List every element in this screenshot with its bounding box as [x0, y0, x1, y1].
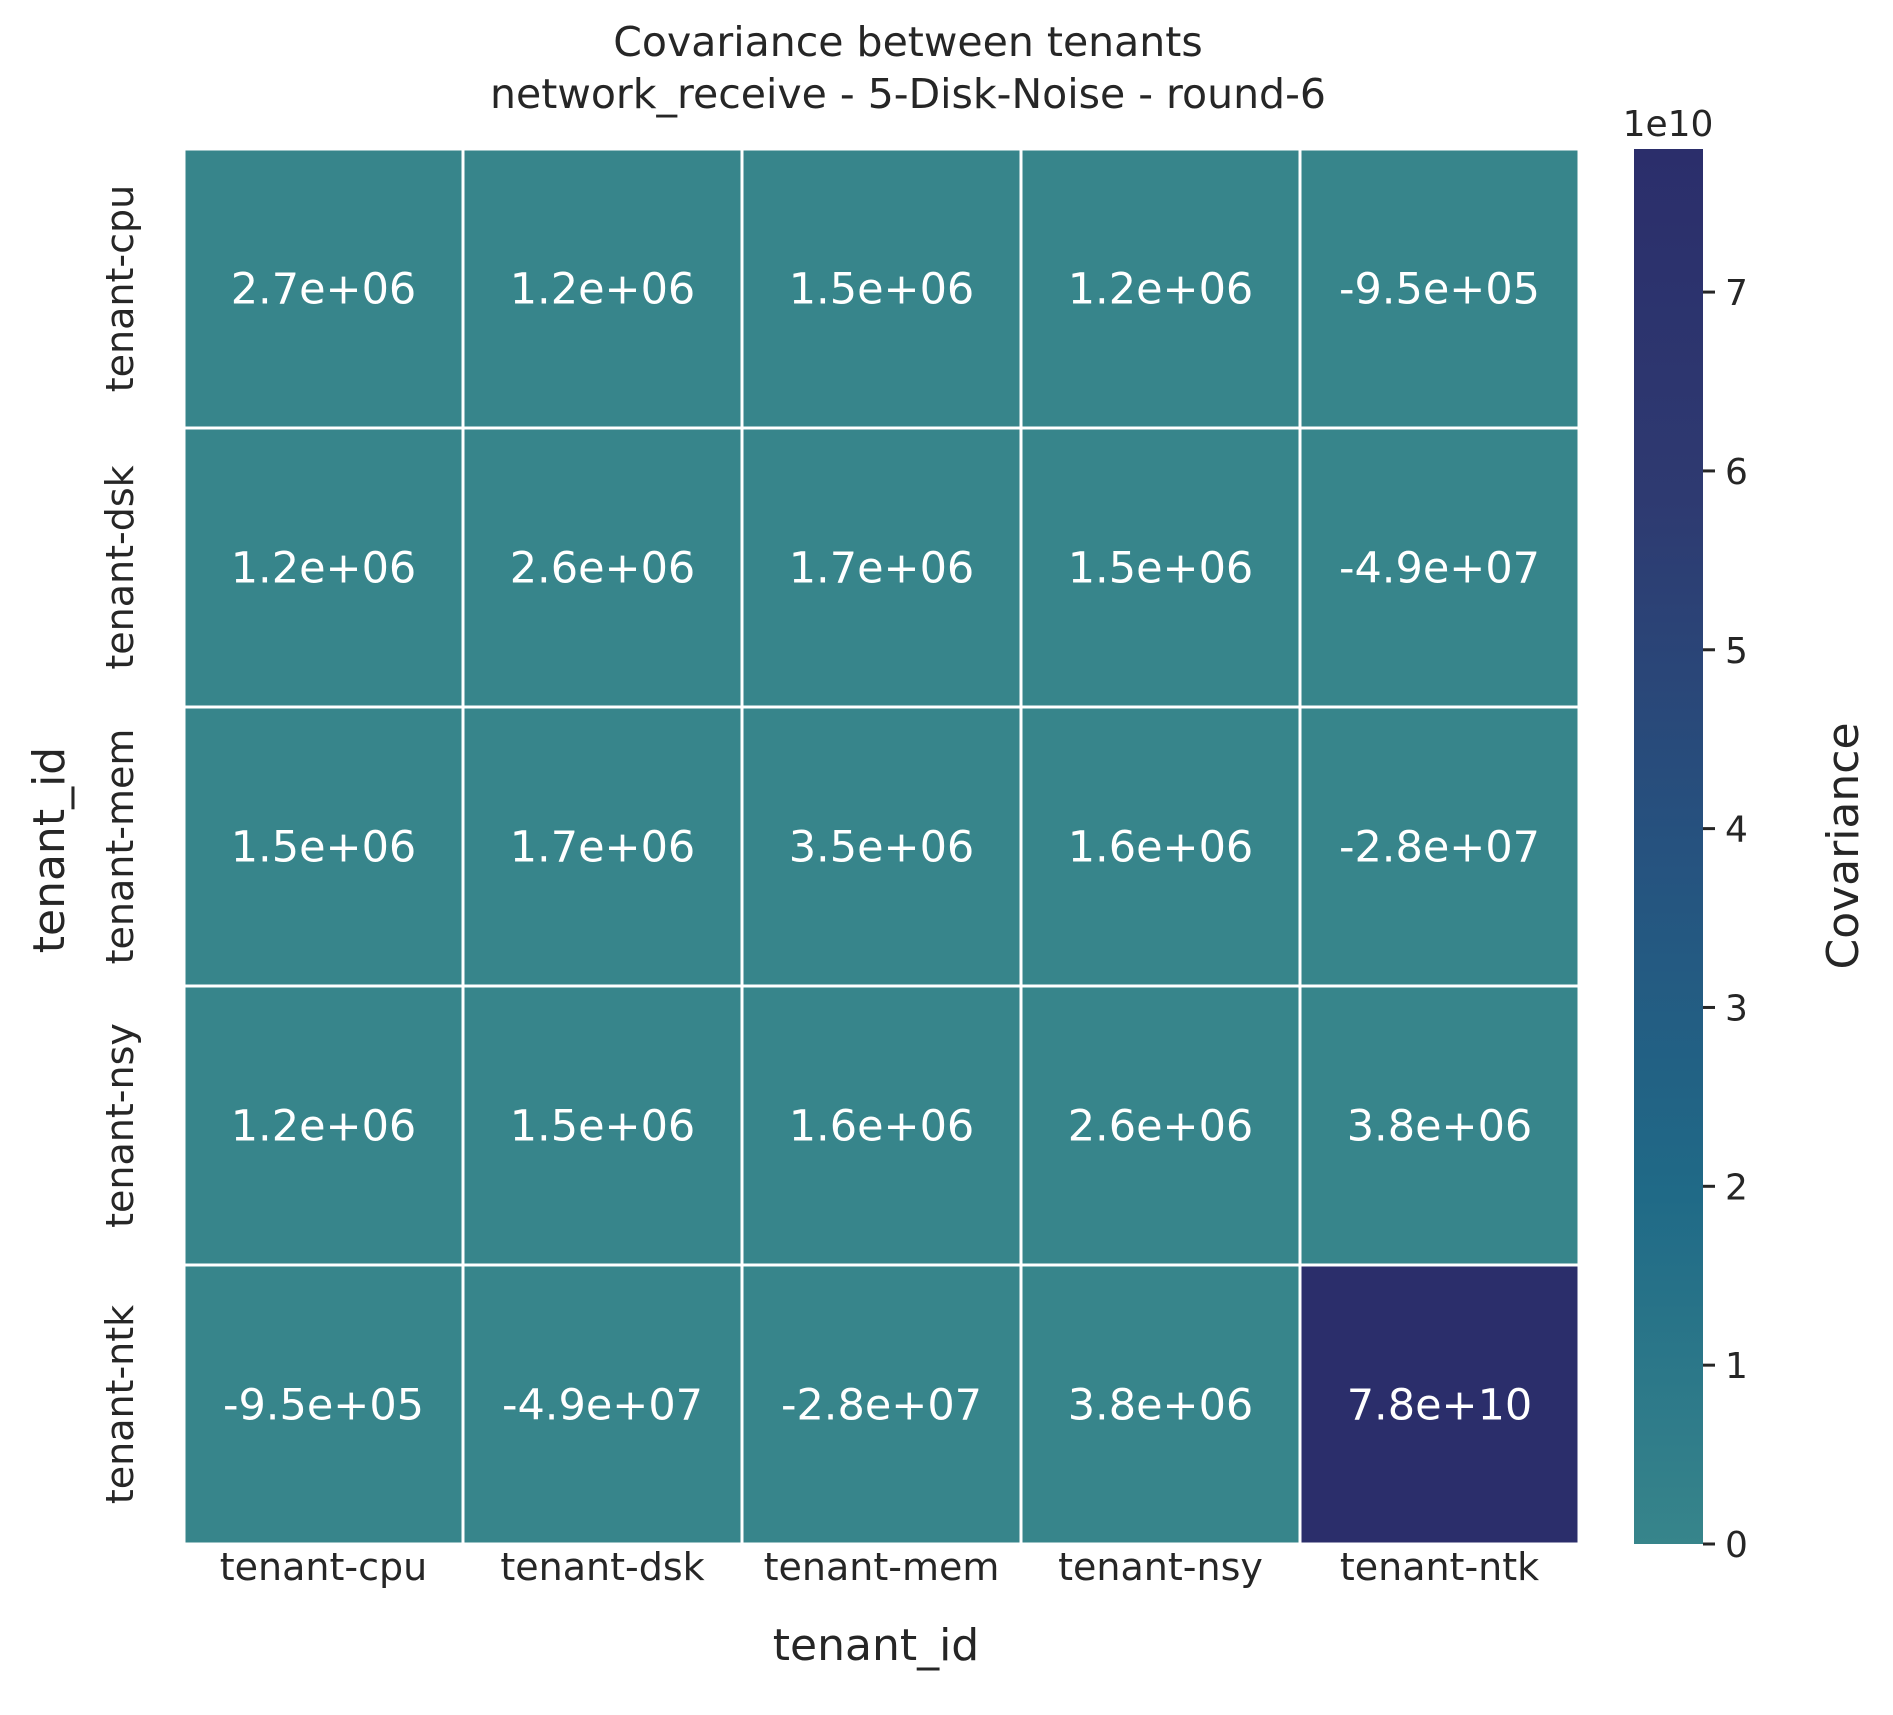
cell-value-label: 1.2e+06 — [231, 544, 417, 594]
heatmap-cell — [461, 147, 744, 430]
y-tick-label: tenant-dsk — [98, 465, 142, 669]
x-tick-label: tenant-cpu — [220, 1545, 427, 1589]
cell-value-label: -4.9e+07 — [502, 1381, 703, 1431]
heatmap-cell — [740, 984, 1023, 1267]
cell-value-label: 2.7e+06 — [231, 265, 417, 315]
heatmap-cell-labels: 2.7e+06 1.2e+06 1.5e+06 1.2e+06 -9.5e+05 1.2e… — [223, 265, 1540, 1431]
heatmap-cell — [740, 705, 1023, 988]
colorbar-tick-label: 2 — [1725, 1167, 1748, 1208]
cell-value-label: 1.6e+06 — [1068, 823, 1254, 873]
colorbar-tick-label: 5 — [1725, 631, 1748, 672]
heatmap-cell — [461, 1263, 744, 1546]
cell-value-label: 2.6e+06 — [510, 544, 696, 594]
cell-value-label: 1.7e+06 — [789, 544, 975, 594]
cell-value-label: 1.7e+06 — [510, 823, 696, 873]
colorbar-tick-label: 6 — [1725, 452, 1748, 493]
heatmap-cell — [740, 147, 1023, 430]
colorbar-gradient — [1634, 149, 1703, 1544]
y-tick-label: tenant-ntk — [98, 1305, 142, 1504]
heatmap-cell — [1298, 984, 1581, 1267]
cell-value-label: -9.5e+05 — [223, 1381, 424, 1431]
colorbar-tick-label: 1 — [1725, 1346, 1748, 1387]
x-tick-labels: tenant-cpu tenant-dsk tenant-mem tenant-nsy… — [220, 1545, 1539, 1589]
heatmap-cell — [182, 1263, 465, 1546]
cell-value-label: 1.2e+06 — [231, 1102, 417, 1152]
cell-value-label: 1.5e+06 — [231, 823, 417, 873]
heatmap-cell — [182, 147, 465, 430]
cell-value-label: 3.8e+06 — [1347, 1102, 1533, 1152]
cell-value-label: 1.5e+06 — [1068, 544, 1254, 594]
cell-value-label: -9.5e+05 — [1339, 265, 1540, 315]
cell-value-label: 1.2e+06 — [510, 265, 696, 315]
heatmap-cell — [461, 984, 744, 1267]
heatmap-cell — [1298, 426, 1581, 709]
heatmap-cell — [1298, 147, 1581, 430]
cell-value-label: 2.6e+06 — [1068, 1102, 1254, 1152]
heatmap-cell — [1019, 705, 1302, 988]
y-tick-label: tenant-mem — [98, 729, 142, 965]
cell-value-label: -2.8e+07 — [781, 1381, 982, 1431]
colorbar-tick-label: 4 — [1725, 810, 1748, 851]
heatmap-cell — [1019, 147, 1302, 430]
heatmap-cell — [1019, 984, 1302, 1267]
colorbar-tick-label: 0 — [1725, 1525, 1748, 1566]
cell-value-label: 1.2e+06 — [1068, 265, 1254, 315]
heatmap-cell — [461, 705, 744, 988]
y-tick-labels: tenant-cpu tenant-dsk tenant-mem tenant-nsy… — [98, 185, 142, 1504]
heatmap-cell — [182, 426, 465, 709]
x-tick-label: tenant-nsy — [1058, 1545, 1263, 1589]
x-tick-label: tenant-ntk — [1340, 1545, 1539, 1589]
x-tick-label: tenant-mem — [764, 1545, 1000, 1589]
colorbar-tick-label: 3 — [1725, 988, 1748, 1029]
cell-value-label: 3.5e+06 — [789, 823, 975, 873]
x-axis-label: tenant_id — [773, 1620, 979, 1671]
heatmap-cell — [740, 1263, 1023, 1546]
chart-title: Covariance between tenants — [613, 18, 1202, 66]
colorbar-tick-label: 7 — [1725, 273, 1748, 314]
cell-value-label: -2.8e+07 — [1339, 823, 1540, 873]
cell-value-label: 3.8e+06 — [1068, 1381, 1254, 1431]
cell-value-label: -4.9e+07 — [1339, 544, 1540, 594]
heatmap-cell — [1298, 1263, 1581, 1546]
colorbar-label: Covariance — [1818, 722, 1869, 969]
cell-value-label: 7.8e+10 — [1347, 1381, 1533, 1431]
heatmap-cell — [740, 426, 1023, 709]
heatmap-cell — [1298, 705, 1581, 988]
colorbar: 0 1 2 3 4 5 6 7 — [1634, 149, 1748, 1566]
cell-value-label: 1.6e+06 — [789, 1102, 975, 1152]
cell-value-label: 1.5e+06 — [789, 265, 975, 315]
heatmap-cells — [182, 147, 1581, 1546]
heatmap-cell — [182, 984, 465, 1267]
y-tick-label: tenant-cpu — [98, 185, 142, 392]
chart-subtitle: network_receive - 5-Disk-Noise - round-6 — [490, 70, 1326, 118]
y-axis-label: tenant_id — [24, 747, 75, 953]
y-tick-label: tenant-nsy — [98, 1023, 142, 1228]
colorbar-offset-text: 1e10 — [1623, 104, 1714, 145]
cell-value-label: 1.5e+06 — [510, 1102, 696, 1152]
x-tick-label: tenant-dsk — [500, 1545, 704, 1589]
